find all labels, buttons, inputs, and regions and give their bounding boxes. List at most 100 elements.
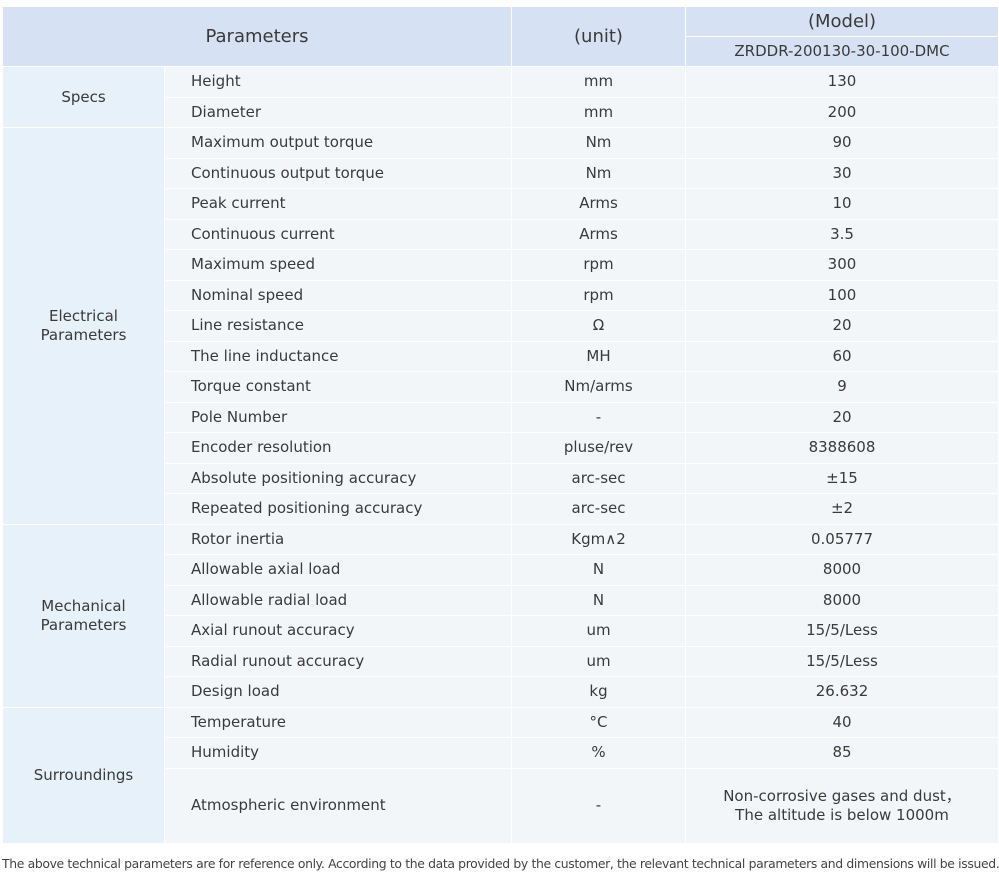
unit-cell: mm bbox=[511, 66, 686, 98]
value-line: The altitude is below 1000m bbox=[735, 805, 949, 824]
header-unit: (unit) bbox=[511, 6, 686, 67]
row: Peak current Arms 10 bbox=[3, 188, 999, 220]
parameter-cell: Humidity bbox=[164, 737, 512, 769]
value-cell: 8000 bbox=[685, 584, 999, 616]
row: Axial runout accuracy um 15/5/Less bbox=[3, 615, 999, 647]
row: Encoder resolution pluse/rev 8388608 bbox=[3, 432, 999, 464]
value-cell: ±15 bbox=[685, 462, 999, 494]
parameter-cell: Line resistance bbox=[164, 310, 512, 342]
unit-cell: N bbox=[511, 584, 686, 616]
row: Allowable radial load N 8000 bbox=[3, 584, 999, 616]
value-cell: 85 bbox=[685, 737, 999, 769]
row: Radial runout accuracy um 15/5/Less bbox=[3, 645, 999, 677]
unit-cell: um bbox=[511, 645, 686, 677]
row: Diameter mm 200 bbox=[3, 96, 999, 128]
parameter-cell: Design load bbox=[164, 676, 512, 708]
footnote: The above technical parameters are for r… bbox=[2, 856, 999, 871]
parameter-cell: Temperature bbox=[164, 706, 512, 738]
row: Atmospheric environment - Non-corrosive ga… bbox=[3, 767, 999, 844]
header-parameters: Parameters bbox=[2, 6, 512, 67]
value-line: Non-corrosive gases and dust， bbox=[723, 786, 961, 805]
value-cell: 3.5 bbox=[685, 218, 999, 250]
row: Allowable axial load N 8000 bbox=[3, 554, 999, 586]
value-cell: 10 bbox=[685, 188, 999, 220]
parameter-cell: Continuous output torque bbox=[164, 157, 512, 189]
row: The line inductance MH 60 bbox=[3, 340, 999, 372]
value-cell: 100 bbox=[685, 279, 999, 311]
value-cell: Non-corrosive gases and dust， The altitud… bbox=[685, 767, 999, 844]
parameter-cell: Absolute positioning accuracy bbox=[164, 462, 512, 494]
unit-cell: - bbox=[511, 401, 686, 433]
value-cell: 15/5/Less bbox=[685, 645, 999, 677]
value-cell: ±2 bbox=[685, 493, 999, 525]
unit-cell: mm bbox=[511, 96, 686, 128]
row: Humidity% 85 bbox=[3, 737, 999, 769]
parameter-cell: Nominal speed bbox=[164, 279, 512, 311]
parameter-cell: Torque constant bbox=[164, 371, 512, 403]
value-cell: 15/5/Less bbox=[685, 615, 999, 647]
row: Line resistance Ω 20 bbox=[3, 310, 999, 342]
row: Repeated positioning accuracy arc-sec ±2 bbox=[3, 493, 999, 525]
row: Mechanical Parameters Rotor inertia Kgm∧2 0… bbox=[2, 523, 999, 708]
header-model-name: ZRDDR-200130-30-100-DMC bbox=[685, 36, 999, 67]
header-model: (Model) bbox=[685, 6, 999, 37]
unit-cell: rpm bbox=[511, 279, 686, 311]
group-label: Mechanical Parameters bbox=[40, 596, 127, 634]
group-label: Surroundings bbox=[33, 765, 134, 784]
group-label: Specs bbox=[61, 87, 106, 106]
row: Torque constant Nm/arms 9 bbox=[3, 371, 999, 403]
row: Absolute positioning accuracy arc-sec ±15 bbox=[3, 462, 999, 494]
row: Design load kg 26.632 bbox=[3, 676, 999, 708]
parameter-cell: Allowable radial load bbox=[164, 584, 512, 616]
value-cell: 0.05777 bbox=[685, 523, 999, 555]
row: Continuous current Arms 3.5 bbox=[3, 218, 999, 250]
value-cell: 20 bbox=[685, 310, 999, 342]
spec-table: Parameters (unit) (Model) ZRDDR-200130-3… bbox=[2, 6, 999, 844]
value-cell: 130 bbox=[685, 66, 999, 98]
unit-cell: Nm bbox=[511, 157, 686, 189]
parameter-cell: Atmospheric environment bbox=[164, 767, 512, 844]
parameter-cell: Encoder resolution bbox=[164, 432, 512, 464]
unit-cell: - bbox=[511, 767, 686, 844]
parameter-cell: Maximum output torque bbox=[164, 127, 512, 159]
value-cell: 8000 bbox=[685, 554, 999, 586]
parameter-cell: Diameter bbox=[164, 96, 512, 128]
row: Continuous output torque Nm 30 bbox=[3, 157, 999, 189]
unit-cell: % bbox=[511, 737, 686, 769]
unit-cell: Nm/arms bbox=[511, 371, 686, 403]
unit-cell: pluse/rev bbox=[511, 432, 686, 464]
parameter-cell: Peak current bbox=[164, 188, 512, 220]
value-cell: 20 bbox=[685, 401, 999, 433]
parameter-cell: Rotor inertia bbox=[164, 523, 512, 555]
unit-cell: arc-sec bbox=[511, 462, 686, 494]
row: Surroundings Temperature °C 40 bbox=[2, 706, 999, 844]
group-name: Surroundings bbox=[2, 706, 165, 844]
parameter-cell: Height bbox=[164, 66, 512, 98]
unit-cell: um bbox=[511, 615, 686, 647]
unit-cell: Arms bbox=[511, 218, 686, 250]
value-cell: 60 bbox=[685, 340, 999, 372]
unit-cell: rpm bbox=[511, 249, 686, 281]
parameter-cell: Repeated positioning accuracy bbox=[164, 493, 512, 525]
row: Electrical Parameters Maximum output torq… bbox=[2, 127, 999, 525]
value-cell: 200 bbox=[685, 96, 999, 128]
value-cell: 40 bbox=[685, 706, 999, 738]
unit-cell: MH bbox=[511, 340, 686, 372]
group-name: Electrical Parameters bbox=[2, 127, 165, 525]
parameter-cell: Pole Number bbox=[164, 401, 512, 433]
value-cell: 26.632 bbox=[685, 676, 999, 708]
unit-cell: Nm bbox=[511, 127, 686, 159]
group-name: Specs bbox=[2, 66, 165, 128]
parameter-cell: The line inductance bbox=[164, 340, 512, 372]
group-label: Electrical Parameters bbox=[40, 306, 127, 344]
unit-cell: Arms bbox=[511, 188, 686, 220]
unit-cell: N bbox=[511, 554, 686, 586]
group-name: Mechanical Parameters bbox=[2, 523, 165, 708]
parameter-cell: Maximum speed bbox=[164, 249, 512, 281]
parameter-cell: Continuous current bbox=[164, 218, 512, 250]
value-cell: 300 bbox=[685, 249, 999, 281]
unit-cell: arc-sec bbox=[511, 493, 686, 525]
value-cell: 90 bbox=[685, 127, 999, 159]
value-cell: 9 bbox=[685, 371, 999, 403]
